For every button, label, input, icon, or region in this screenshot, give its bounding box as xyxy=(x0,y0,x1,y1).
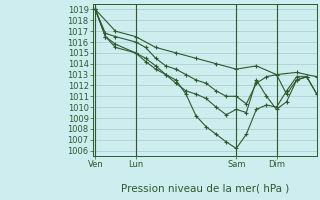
Text: Pression niveau de la mer( hPa ): Pression niveau de la mer( hPa ) xyxy=(121,183,289,193)
